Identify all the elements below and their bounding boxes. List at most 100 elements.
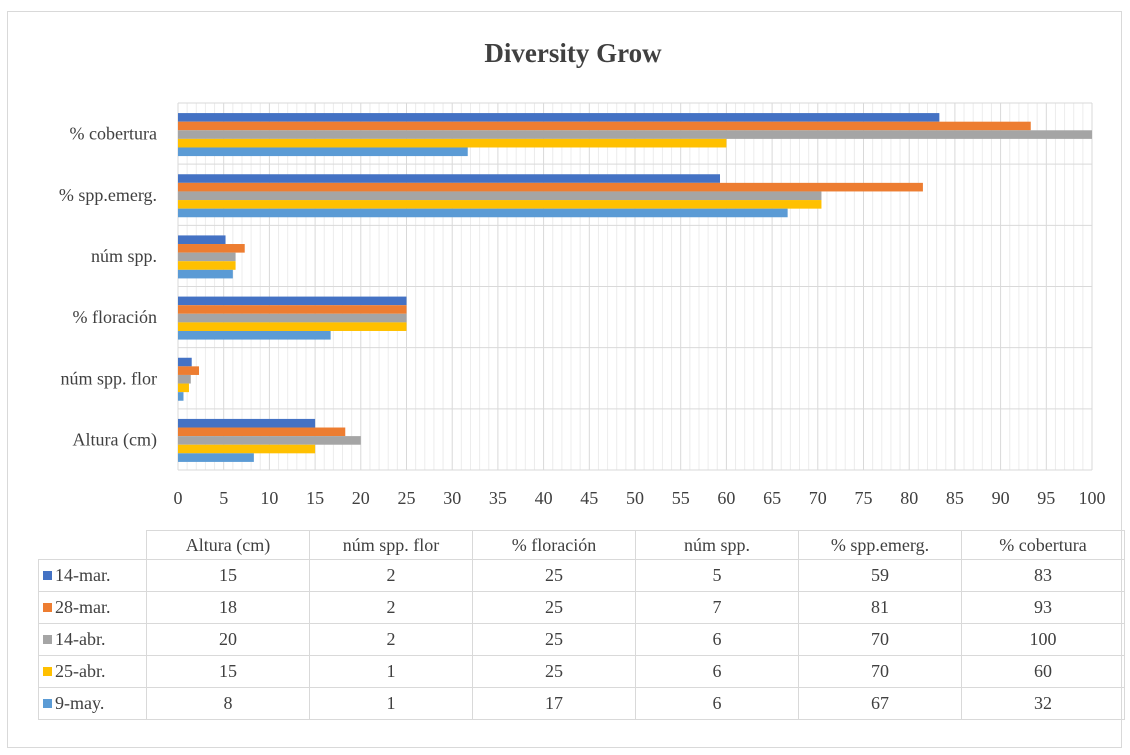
x-tick-label: 85 bbox=[946, 488, 964, 508]
legend-entry: 28-mar. bbox=[38, 591, 147, 624]
y-tick-label: % spp.emerg. bbox=[59, 185, 157, 205]
bar-14-mar.-% spp.emerg. bbox=[178, 174, 721, 183]
legend-swatch bbox=[43, 635, 52, 644]
table-cell: 2 bbox=[309, 623, 473, 656]
x-tick-label: 70 bbox=[809, 488, 827, 508]
table-cell: 2 bbox=[309, 559, 473, 592]
table-cell: 7 bbox=[635, 591, 799, 624]
y-tick-label: % floración bbox=[73, 307, 157, 327]
bar-9-may.-% floración bbox=[178, 330, 331, 340]
chart-title: Diversity Grow bbox=[484, 38, 662, 68]
table-cell: 15 bbox=[146, 655, 310, 688]
table-cell: 5 bbox=[635, 559, 799, 592]
bar-28-mar.-núm spp. bbox=[178, 244, 245, 253]
table-cell: 1 bbox=[309, 687, 473, 720]
y-tick-label: núm spp. bbox=[91, 246, 157, 266]
x-tick-label: 55 bbox=[672, 488, 690, 508]
table-cell: 20 bbox=[146, 623, 310, 656]
legend-swatch bbox=[43, 603, 52, 612]
table-cell: 6 bbox=[635, 687, 799, 720]
table-cell: 67 bbox=[798, 687, 962, 720]
x-tick-label: 45 bbox=[580, 488, 598, 508]
bar-28-mar.-Altura (cm) bbox=[178, 427, 346, 437]
x-tick-label: 25 bbox=[398, 488, 416, 508]
bar-25-abr.-% cobertura bbox=[178, 138, 727, 148]
x-tick-label: 65 bbox=[763, 488, 781, 508]
table-cell: 1 bbox=[309, 655, 473, 688]
bar-14-abr.-Altura (cm) bbox=[178, 436, 361, 445]
x-tick-label: 20 bbox=[352, 488, 370, 508]
bar-25-abr.-núm spp. bbox=[178, 261, 236, 270]
legend-label: 9-may. bbox=[55, 693, 105, 713]
table-column-header: % floración bbox=[472, 530, 636, 560]
table-row: 28-mar. 18 2 25 7 81 93 bbox=[38, 591, 1125, 624]
table-cell: 70 bbox=[798, 623, 962, 656]
table-column-header: Altura (cm) bbox=[146, 530, 310, 560]
bar-14-abr.-% floración bbox=[178, 313, 407, 323]
x-tick-label: 100 bbox=[1079, 488, 1106, 508]
bar-25-abr.-núm spp. flor bbox=[178, 383, 189, 393]
bar-14-mar.-núm spp. bbox=[178, 235, 226, 245]
table-column-header: núm spp. bbox=[635, 530, 799, 560]
bar-25-abr.-% floración bbox=[178, 322, 407, 331]
x-tick-label: 40 bbox=[535, 488, 553, 508]
x-tick-label: 80 bbox=[900, 488, 918, 508]
table-column-header: % spp.emerg. bbox=[798, 530, 962, 560]
table-cell: 25 bbox=[472, 623, 636, 656]
table-cell: 60 bbox=[961, 655, 1125, 688]
table-cell: 93 bbox=[961, 591, 1125, 624]
x-tick-label: 10 bbox=[260, 488, 278, 508]
table-cell: 18 bbox=[146, 591, 310, 624]
legend-label: 14-mar. bbox=[55, 565, 111, 585]
table-row: 9-may. 8 1 17 6 67 32 bbox=[38, 687, 1125, 720]
legend-label: 28-mar. bbox=[55, 597, 111, 617]
legend-entry: 14-mar. bbox=[38, 559, 147, 592]
legend-entry: 9-may. bbox=[38, 687, 147, 720]
bar-28-mar.-% floración bbox=[178, 305, 407, 314]
x-tick-label: 35 bbox=[489, 488, 507, 508]
bar-25-abr.-Altura (cm) bbox=[178, 444, 316, 454]
table-cell: 17 bbox=[472, 687, 636, 720]
x-tick-label: 30 bbox=[443, 488, 461, 508]
legend-swatch bbox=[43, 667, 52, 676]
table-cell: 8 bbox=[146, 687, 310, 720]
legend-entry: 14-abr. bbox=[38, 623, 147, 656]
bar-14-mar.-% floración bbox=[178, 296, 407, 306]
table-corner bbox=[38, 530, 147, 560]
table-cell: 83 bbox=[961, 559, 1125, 592]
x-tick-label: 95 bbox=[1037, 488, 1055, 508]
bar-25-abr.-% spp.emerg. bbox=[178, 200, 822, 209]
table-cell: 15 bbox=[146, 559, 310, 592]
legend-swatch bbox=[43, 699, 52, 708]
y-tick-label: Altura (cm) bbox=[73, 429, 157, 450]
x-tick-label: 60 bbox=[717, 488, 735, 508]
x-tick-label: 15 bbox=[306, 488, 324, 508]
table-cell: 25 bbox=[472, 591, 636, 624]
table-cell: 25 bbox=[472, 655, 636, 688]
x-tick-label: 75 bbox=[855, 488, 873, 508]
bar-28-mar.-% spp.emerg. bbox=[178, 182, 923, 192]
bar-9-may.-% spp.emerg. bbox=[178, 208, 788, 218]
table-row: 25-abr. 15 1 25 6 70 60 bbox=[38, 655, 1125, 688]
table-cell: 100 bbox=[961, 623, 1125, 656]
bar-9-may.-% cobertura bbox=[178, 147, 468, 157]
table-cell: 6 bbox=[635, 655, 799, 688]
bar-28-mar.-núm spp. flor bbox=[178, 366, 200, 375]
bar-14-mar.-núm spp. flor bbox=[178, 357, 192, 367]
bar-9-may.-núm spp. bbox=[178, 269, 233, 279]
table-cell: 81 bbox=[798, 591, 962, 624]
y-tick-label: núm spp. flor bbox=[61, 368, 158, 388]
bar-14-mar.-Altura (cm) bbox=[178, 418, 316, 428]
x-tick-label: 5 bbox=[219, 488, 228, 508]
bar-14-abr.-% spp.emerg. bbox=[178, 191, 822, 201]
y-tick-label: % cobertura bbox=[70, 124, 157, 144]
bar-9-may.-Altura (cm) bbox=[178, 453, 254, 462]
bar-9-may.-núm spp. flor bbox=[178, 392, 184, 401]
bar-14-mar.-% cobertura bbox=[178, 113, 940, 122]
x-tick-label: 90 bbox=[992, 488, 1010, 508]
bar-28-mar.-% cobertura bbox=[178, 121, 1031, 131]
bar-14-abr.-núm spp. flor bbox=[178, 374, 191, 384]
table-cell: 6 bbox=[635, 623, 799, 656]
table-cell: 70 bbox=[798, 655, 962, 688]
table-row: 14-abr. 20 2 25 6 70 100 bbox=[38, 623, 1125, 656]
